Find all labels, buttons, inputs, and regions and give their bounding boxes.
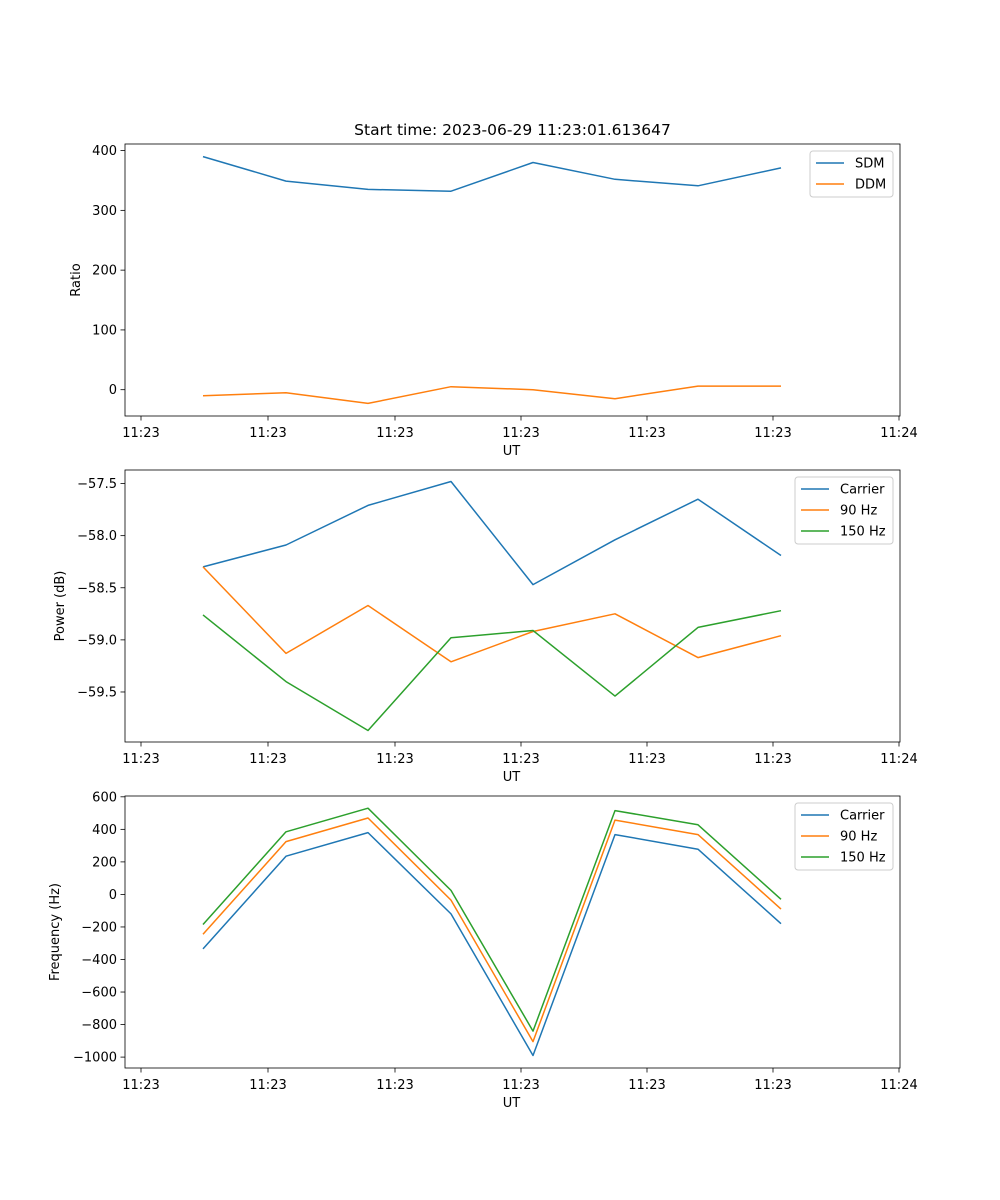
y-tick-label: −400: [81, 953, 117, 968]
y-tick-label: −58.0: [77, 529, 117, 544]
x-tick-label: 11:23: [502, 752, 539, 767]
legend-entry: 150 Hz: [840, 525, 886, 540]
y-tick-label: 100: [92, 323, 117, 338]
y-tick-label: 0: [109, 383, 117, 398]
series-line-sdm: [202, 155, 782, 192]
y-tick-label: −57.5: [77, 477, 117, 492]
x-axis-label: UT: [503, 770, 521, 785]
x-axis-label: UT: [503, 444, 521, 459]
x-tick-label: 11:23: [502, 426, 539, 441]
legend-entry: 150 Hz: [840, 851, 886, 866]
axes-frame: [124, 143, 901, 417]
legend-entry: SDM: [855, 157, 884, 172]
y-tick-label: 0: [109, 888, 117, 903]
x-tick-label: 11:23: [122, 752, 159, 767]
x-tick-label: 11:23: [249, 752, 286, 767]
series-line-carrier: [202, 480, 782, 586]
y-tick-label: 400: [92, 144, 117, 159]
x-tick-label: 11:23: [628, 1078, 665, 1093]
legend-frame: [794, 802, 894, 871]
x-tick-label: 11:23: [249, 1078, 286, 1093]
y-tick-label: −58.5: [77, 581, 117, 596]
axes-frame: [124, 795, 901, 1069]
subplot-3: 11:23 11:23 11:23 11:23 11:23 11:23 11:24 UT −10…: [48, 790, 918, 1111]
y-tick-label: 200: [92, 855, 117, 870]
y-tick-label: −800: [81, 1018, 117, 1033]
subplot-1: Start time: 2023-06-29 11:23:01.613647 11…: [69, 121, 918, 459]
x-tick-label: 11:23: [754, 752, 791, 767]
y-tick-label: 300: [92, 204, 117, 219]
axes-frame: [124, 469, 901, 743]
x-tick-label: 11:23: [376, 426, 413, 441]
y-tick-label: −200: [81, 920, 117, 935]
x-tick-label: 11:23: [754, 1078, 791, 1093]
legend-frame: [794, 476, 894, 545]
y-axis-label: Frequency (Hz): [48, 883, 63, 981]
x-tick-label: 11:23: [249, 426, 286, 441]
x-tick-label: 11:24: [880, 426, 917, 441]
legend-entry: 90 Hz: [840, 504, 877, 519]
y-tick-label: −59.5: [77, 685, 117, 700]
x-tick-label: 11:23: [754, 426, 791, 441]
legend-entry: Carrier: [840, 483, 885, 498]
x-tick-label: 11:23: [376, 1078, 413, 1093]
x-tick-label: 11:23: [502, 1078, 539, 1093]
series-line-150-hz: [202, 807, 782, 1032]
x-tick-label: 11:23: [122, 1078, 159, 1093]
legend-entry: Carrier: [840, 809, 885, 824]
y-axis-label: Power (dB): [53, 571, 68, 642]
series-line-90-hz: [202, 817, 782, 1043]
legend-entry: 90 Hz: [840, 830, 877, 845]
y-tick-label: −600: [81, 986, 117, 1001]
x-tick-label: 11:23: [628, 752, 665, 767]
legend: Carrier 90 Hz 150 Hz: [794, 802, 894, 871]
legend: SDM DDM: [809, 150, 894, 198]
x-tick-label: 11:23: [122, 426, 159, 441]
x-tick-label: 11:24: [880, 752, 917, 767]
y-tick-label: −1000: [73, 1051, 117, 1066]
x-axis-label: UT: [503, 1096, 521, 1111]
subplot-2: 11:23 11:23 11:23 11:23 11:23 11:23 11:24 UT −59…: [53, 469, 918, 785]
y-axis-label: Ratio: [69, 263, 84, 296]
chart-title: Start time: 2023-06-29 11:23:01.613647: [354, 121, 671, 139]
series-line-carrier: [202, 831, 782, 1057]
x-tick-label: 11:24: [880, 1078, 917, 1093]
x-tick-label: 11:23: [628, 426, 665, 441]
x-tick-label: 11:23: [376, 752, 413, 767]
legend: Carrier 90 Hz 150 Hz: [794, 476, 894, 545]
legend-entry: DDM: [855, 178, 886, 193]
y-tick-label: 600: [92, 790, 117, 805]
series-line-ddm: [202, 385, 781, 405]
y-tick-label: 200: [92, 264, 117, 279]
y-tick-label: −59.0: [77, 633, 117, 648]
series-line-150-hz: [202, 609, 782, 732]
y-tick-label: 400: [92, 823, 117, 838]
series-line-90-hz: [202, 566, 782, 663]
